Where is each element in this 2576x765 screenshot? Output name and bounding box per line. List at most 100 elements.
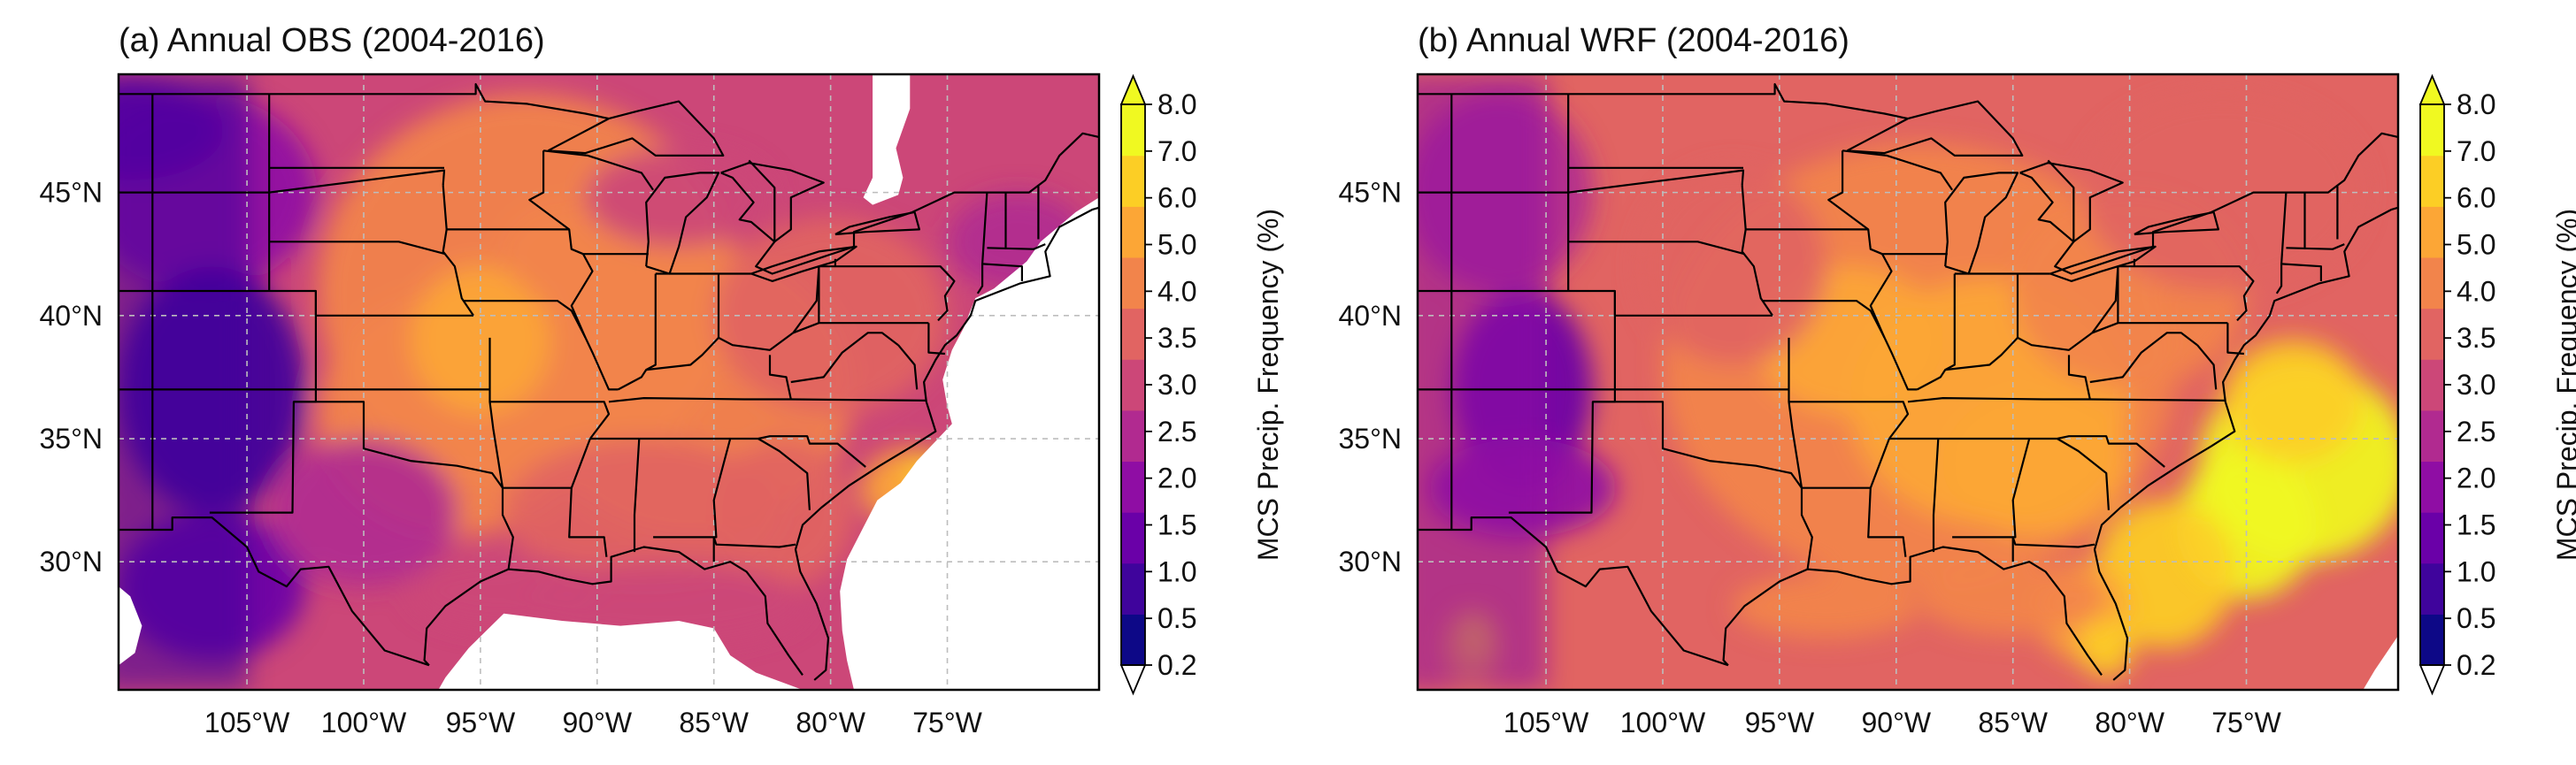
lon-tick-label: 90°W (1862, 707, 1932, 738)
colorbar-tick-label: 3.5 (1157, 322, 1196, 354)
colorbar-segment (2420, 256, 2444, 310)
colorbar-segment (1121, 614, 1145, 666)
frequency-blob (2095, 500, 2235, 648)
panel-b: (b) Annual WRF (2004-2016) 105°W 100°W 95°W… (1339, 22, 2576, 738)
precip-frequency-field (119, 74, 1099, 690)
colorbar-tick-label: 3.0 (2457, 369, 2495, 401)
colorbar: 0.2 0.5 1.0 1.5 2.0 2.5 3.0 3.5 4.0 5.0 6.0 7.0 8.0 M… (2418, 73, 2576, 696)
colorbar-segment (1121, 359, 1145, 411)
map-frame (117, 73, 1101, 692)
colorbar-segment (1121, 461, 1145, 513)
colorbar-tick-label: 0.5 (1157, 602, 1196, 634)
colorbar-segment (2420, 359, 2444, 411)
colorbar-segment (2420, 409, 2444, 463)
lat-tick-label: 40°N (40, 300, 104, 332)
panel-title: (b) Annual WRF (2004-2016) (1418, 22, 1849, 59)
colorbar-label: MCS Precip. Frequency (%) (2551, 209, 2576, 561)
lon-tick-label: 85°W (679, 707, 749, 738)
colorbar-tick-label: 5.0 (1157, 229, 1196, 261)
lon-tick-label: 100°W (321, 707, 407, 738)
colorbar-extend-max (1119, 73, 1147, 105)
colorbar-tick-label: 3.5 (2457, 322, 2495, 354)
colorbar-segment (2420, 614, 2444, 666)
colorbar-segment (1121, 256, 1145, 310)
colorbar-segment (1121, 206, 1145, 258)
colorbar-segment (2420, 461, 2444, 513)
colorbar-tick-label: 2.0 (2457, 463, 2495, 494)
lon-tick-label: 85°W (1978, 707, 2048, 738)
state-and-coast-borders (1418, 82, 2398, 681)
western-low-region (1418, 74, 1548, 690)
gridlines (1418, 74, 2398, 690)
colorbar-tick-label: 1.5 (1157, 509, 1196, 541)
colorbar-tick-label: 2.0 (1157, 463, 1196, 494)
missing-data-mask (840, 74, 1099, 690)
state-and-coast-borders (119, 82, 1099, 681)
frequency-blob (1639, 167, 1826, 365)
missing-data-mask (2363, 635, 2398, 690)
colorbar-segment (1121, 562, 1145, 615)
lon-tick-label: 105°W (204, 707, 290, 738)
lon-tick-label: 100°W (1620, 707, 1706, 738)
colorbar-tick-label: 0.2 (1157, 649, 1196, 681)
colorbar-segment (1121, 308, 1145, 360)
lon-tick-label: 95°W (1745, 707, 1815, 738)
lon-tick-label: 75°W (2211, 707, 2281, 738)
colorbar-tick-label: 3.0 (1157, 369, 1196, 401)
colorbar-segment (2420, 206, 2444, 258)
lon-tick-label: 80°W (2095, 707, 2165, 738)
colorbar-tick-label: 8.0 (1157, 88, 1196, 120)
lat-tick-label: 40°N (1339, 300, 1403, 332)
lat-tick-label: 45°N (1339, 177, 1403, 209)
frequency-blob (1733, 574, 1920, 639)
lon-tick-label: 80°W (796, 707, 865, 738)
colorbar-segment (2420, 512, 2444, 564)
panel-title: (a) Annual OBS (2004-2016) (119, 22, 545, 59)
colorbar-tick-label: 1.5 (2457, 509, 2495, 541)
colorbar-tick-label: 4.0 (1157, 275, 1196, 307)
colorbar-tick-label: 7.0 (2457, 135, 2495, 167)
colorbar-tick-label: 1.0 (2457, 555, 2495, 587)
colorbar-label: MCS Precip. Frequency (%) (1252, 209, 1284, 561)
map-frame (1416, 73, 2400, 692)
lat-tick-label: 35°N (1339, 423, 1403, 455)
colorbar-tick-label: 2.5 (1157, 416, 1196, 448)
colorbar-tick-label: 1.0 (1157, 555, 1196, 587)
gridlines (119, 74, 1099, 690)
frequency-blob (585, 148, 773, 247)
colorbar-tick-label: 5.0 (2457, 229, 2495, 261)
colorbar-tick-label: 8.0 (2457, 88, 2495, 120)
colorbar-segment (2420, 104, 2444, 157)
colorbar-segment (1121, 409, 1145, 463)
lon-tick-label: 95°W (446, 707, 516, 738)
lat-tick-label: 30°N (40, 546, 104, 578)
missing-data-mask (438, 613, 803, 690)
lon-tick-label: 90°W (563, 707, 633, 738)
colorbar-segment (1121, 104, 1145, 157)
colorbar-tick-label: 6.0 (2457, 182, 2495, 214)
colorbar-segment (2420, 562, 2444, 615)
western-low-region (119, 74, 249, 690)
lon-tick-label: 75°W (912, 707, 982, 738)
colorbar-segment (1121, 512, 1145, 564)
colorbar-tick-label: 4.0 (2457, 275, 2495, 307)
colorbar-segment (2420, 155, 2444, 207)
missing-data-mask (863, 74, 911, 205)
colorbar-tick-label: 6.0 (1157, 182, 1196, 214)
colorbar-extend-min (2418, 664, 2446, 696)
colorbar-tick-label: 2.5 (2457, 416, 2495, 448)
lon-tick-label: 105°W (1503, 707, 1589, 738)
colorbar-tick-label: 0.2 (2457, 649, 2495, 681)
missing-data-mask (119, 586, 142, 666)
colorbar-segment (1121, 155, 1145, 207)
colorbar: 0.2 0.5 1.0 1.5 2.0 2.5 3.0 3.5 4.0 5.0 6.0 7.0 8.0 M… (1119, 73, 1284, 696)
lat-tick-label: 35°N (40, 423, 104, 455)
lat-tick-label: 45°N (40, 177, 104, 209)
frequency-blob (713, 439, 854, 587)
frequency-blob (2223, 340, 2364, 463)
colorbar-tick-label: 0.5 (2457, 602, 2495, 634)
colorbar-extend-max (2418, 73, 2446, 105)
colorbar-extend-min (1119, 664, 1147, 696)
panel-a: (a) Annual OBS (2004-2016) 105°W 100°W 95°W… (40, 22, 1285, 738)
